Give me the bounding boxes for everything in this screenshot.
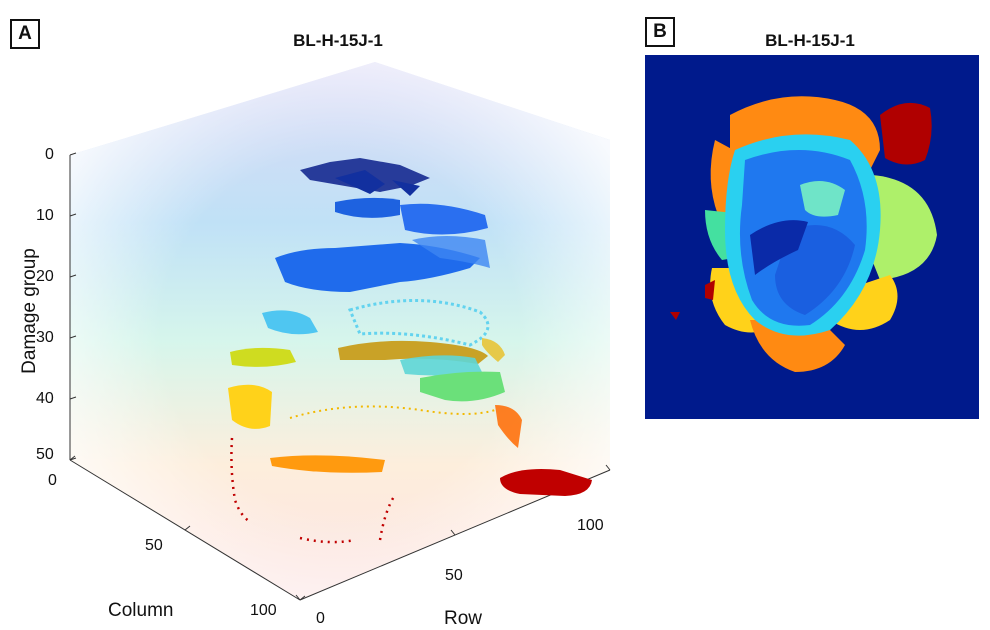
- cluster-group-49: [500, 469, 592, 496]
- row-tick-marks: [295, 464, 611, 601]
- z-tick-40: 40: [36, 390, 54, 407]
- row-axis-label: Row: [444, 608, 483, 629]
- cluster-group-46-right: [495, 405, 522, 448]
- region-cyan-streak: [800, 181, 845, 217]
- cluster-group-17-ring: [412, 236, 490, 268]
- column-tick-100: 100: [250, 602, 277, 619]
- z-tick-10: 10: [36, 207, 54, 224]
- cluster-group-46: [270, 455, 385, 473]
- z-tick-20: 20: [36, 268, 54, 285]
- cluster-group-49-trail: [230, 437, 397, 544]
- region-darkred-topright: [880, 102, 932, 165]
- row-tick-100: 100: [577, 517, 604, 534]
- cluster-group-1-flecks: [335, 170, 420, 196]
- scatter-points: [228, 158, 592, 544]
- z-tick-0: 0: [45, 146, 54, 163]
- cluster-group-41: [228, 384, 272, 429]
- cluster-group-8: [335, 197, 400, 218]
- column-axis-label: Column: [108, 600, 174, 621]
- cluster-group-8-right: [400, 203, 488, 235]
- panel-a-badge: A: [10, 19, 40, 49]
- cluster-group-35: [400, 355, 482, 376]
- volume-fade: [70, 62, 610, 600]
- cluster-group-38: [420, 371, 505, 402]
- panel-b-badge: B: [645, 17, 675, 47]
- region-darkblue-fissure: [750, 220, 808, 275]
- region-yellow-bottomright: [830, 275, 898, 330]
- heatmap-regions: [670, 96, 937, 372]
- region-darkred-left-speck: [705, 280, 715, 300]
- row-tick-0: 0: [316, 610, 325, 627]
- region-orange-bottom: [750, 320, 845, 372]
- column-tick-marks: [69, 455, 306, 601]
- cluster-group-38-side: [482, 338, 505, 362]
- cluster-group-17: [275, 243, 480, 292]
- panel-b-title: BL-H-15J-1: [765, 31, 855, 50]
- cluster-group-28: [262, 310, 318, 335]
- panel-a-title: BL-H-15J-1: [293, 31, 383, 50]
- region-darkred-speck-left: [670, 312, 680, 320]
- z-tick-30: 30: [36, 329, 54, 346]
- column-tick-0: 0: [48, 472, 57, 489]
- z-tick-50: 50: [36, 446, 54, 463]
- region-green-right: [862, 175, 937, 280]
- column-tick-50: 50: [145, 537, 163, 554]
- cluster-group-28-ring: [347, 299, 490, 347]
- row-tick-50: 50: [445, 567, 463, 584]
- cluster-group-33: [230, 347, 296, 367]
